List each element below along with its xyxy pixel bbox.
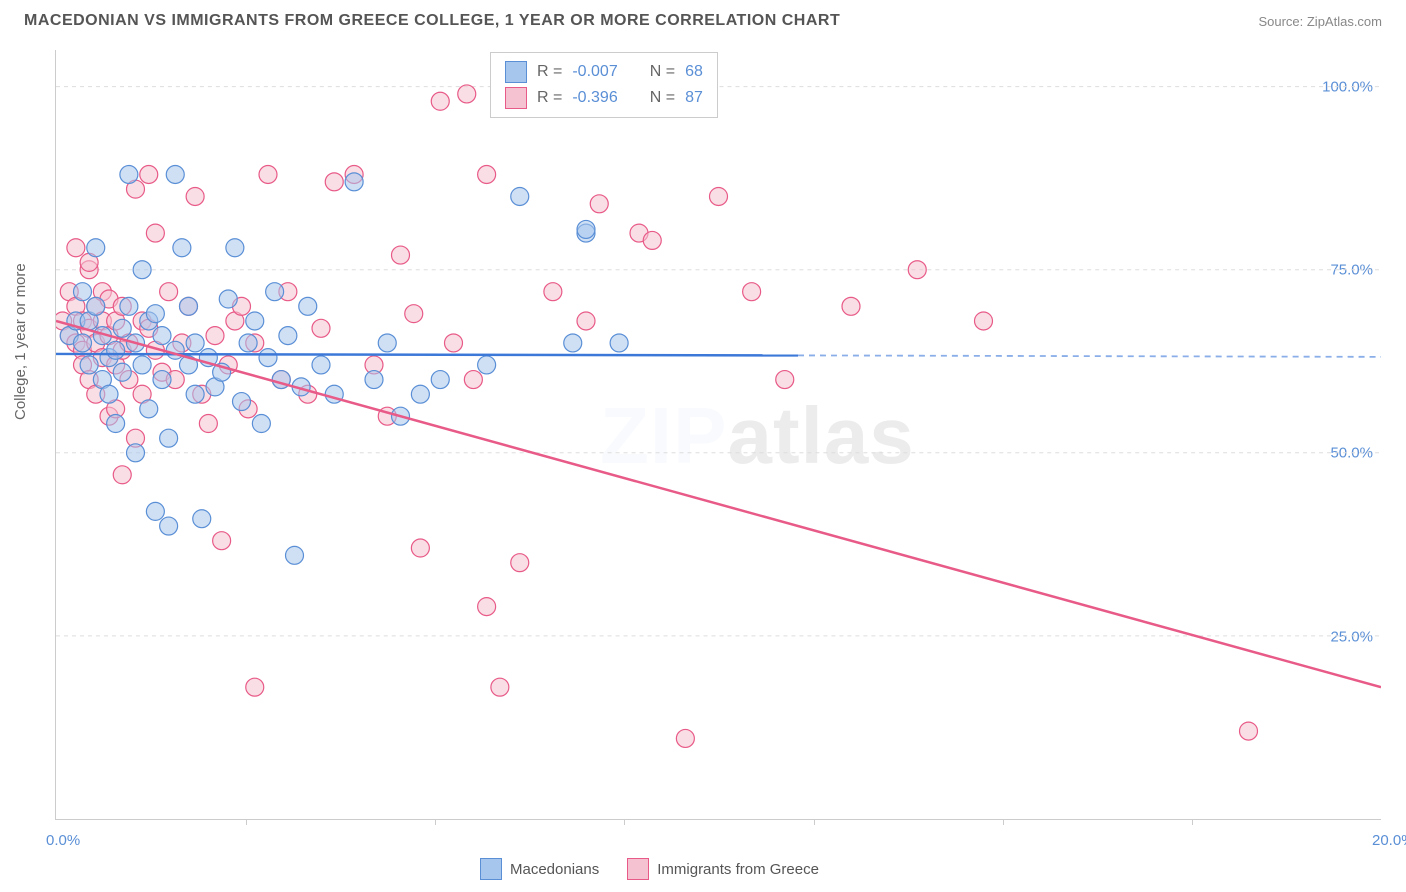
legend-swatch-macedonians (480, 858, 502, 880)
x-minor-tick (1003, 819, 1004, 825)
n-value-macedonians: 68 (685, 63, 703, 81)
r-label: R = (537, 63, 562, 81)
stats-row-greece: R = -0.396 N = 87 (505, 85, 703, 111)
swatch-greece (505, 87, 527, 109)
legend-label-macedonians: Macedonians (510, 861, 599, 878)
stats-row-macedonians: R = -0.007 N = 68 (505, 59, 703, 85)
x-minor-tick (624, 819, 625, 825)
scatter-plot-svg (56, 50, 1381, 819)
x-minor-tick (435, 819, 436, 825)
r-label: R = (537, 89, 562, 107)
chart-plot-area: 25.0%50.0%75.0%100.0% 0.0%20.0% (55, 50, 1381, 820)
x-minor-tick (246, 819, 247, 825)
legend-swatch-greece (627, 858, 649, 880)
swatch-macedonians (505, 61, 527, 83)
legend-label-greece: Immigrants from Greece (657, 861, 819, 878)
legend-item-greece: Immigrants from Greece (627, 858, 819, 880)
x-tick-label: 20.0% (1372, 832, 1406, 849)
r-value-greece: -0.396 (572, 89, 617, 107)
bottom-legend: Macedonians Immigrants from Greece (480, 858, 819, 880)
stats-legend-box: R = -0.007 N = 68 R = -0.396 N = 87 (490, 52, 718, 118)
n-label: N = (650, 63, 675, 81)
legend-item-macedonians: Macedonians (480, 858, 599, 880)
x-minor-tick (1192, 819, 1193, 825)
n-value-greece: 87 (685, 89, 703, 107)
chart-title: MACEDONIAN VS IMMIGRANTS FROM GREECE COL… (24, 12, 840, 30)
y-axis-label: College, 1 year or more (12, 263, 29, 420)
source-name: ZipAtlas.com (1307, 14, 1382, 29)
x-tick-label: 0.0% (46, 832, 80, 849)
n-label: N = (650, 89, 675, 107)
chart-source: Source: ZipAtlas.com (1258, 14, 1382, 29)
source-label: Source: (1258, 14, 1306, 29)
x-minor-tick (814, 819, 815, 825)
r-value-macedonians: -0.007 (572, 63, 617, 81)
